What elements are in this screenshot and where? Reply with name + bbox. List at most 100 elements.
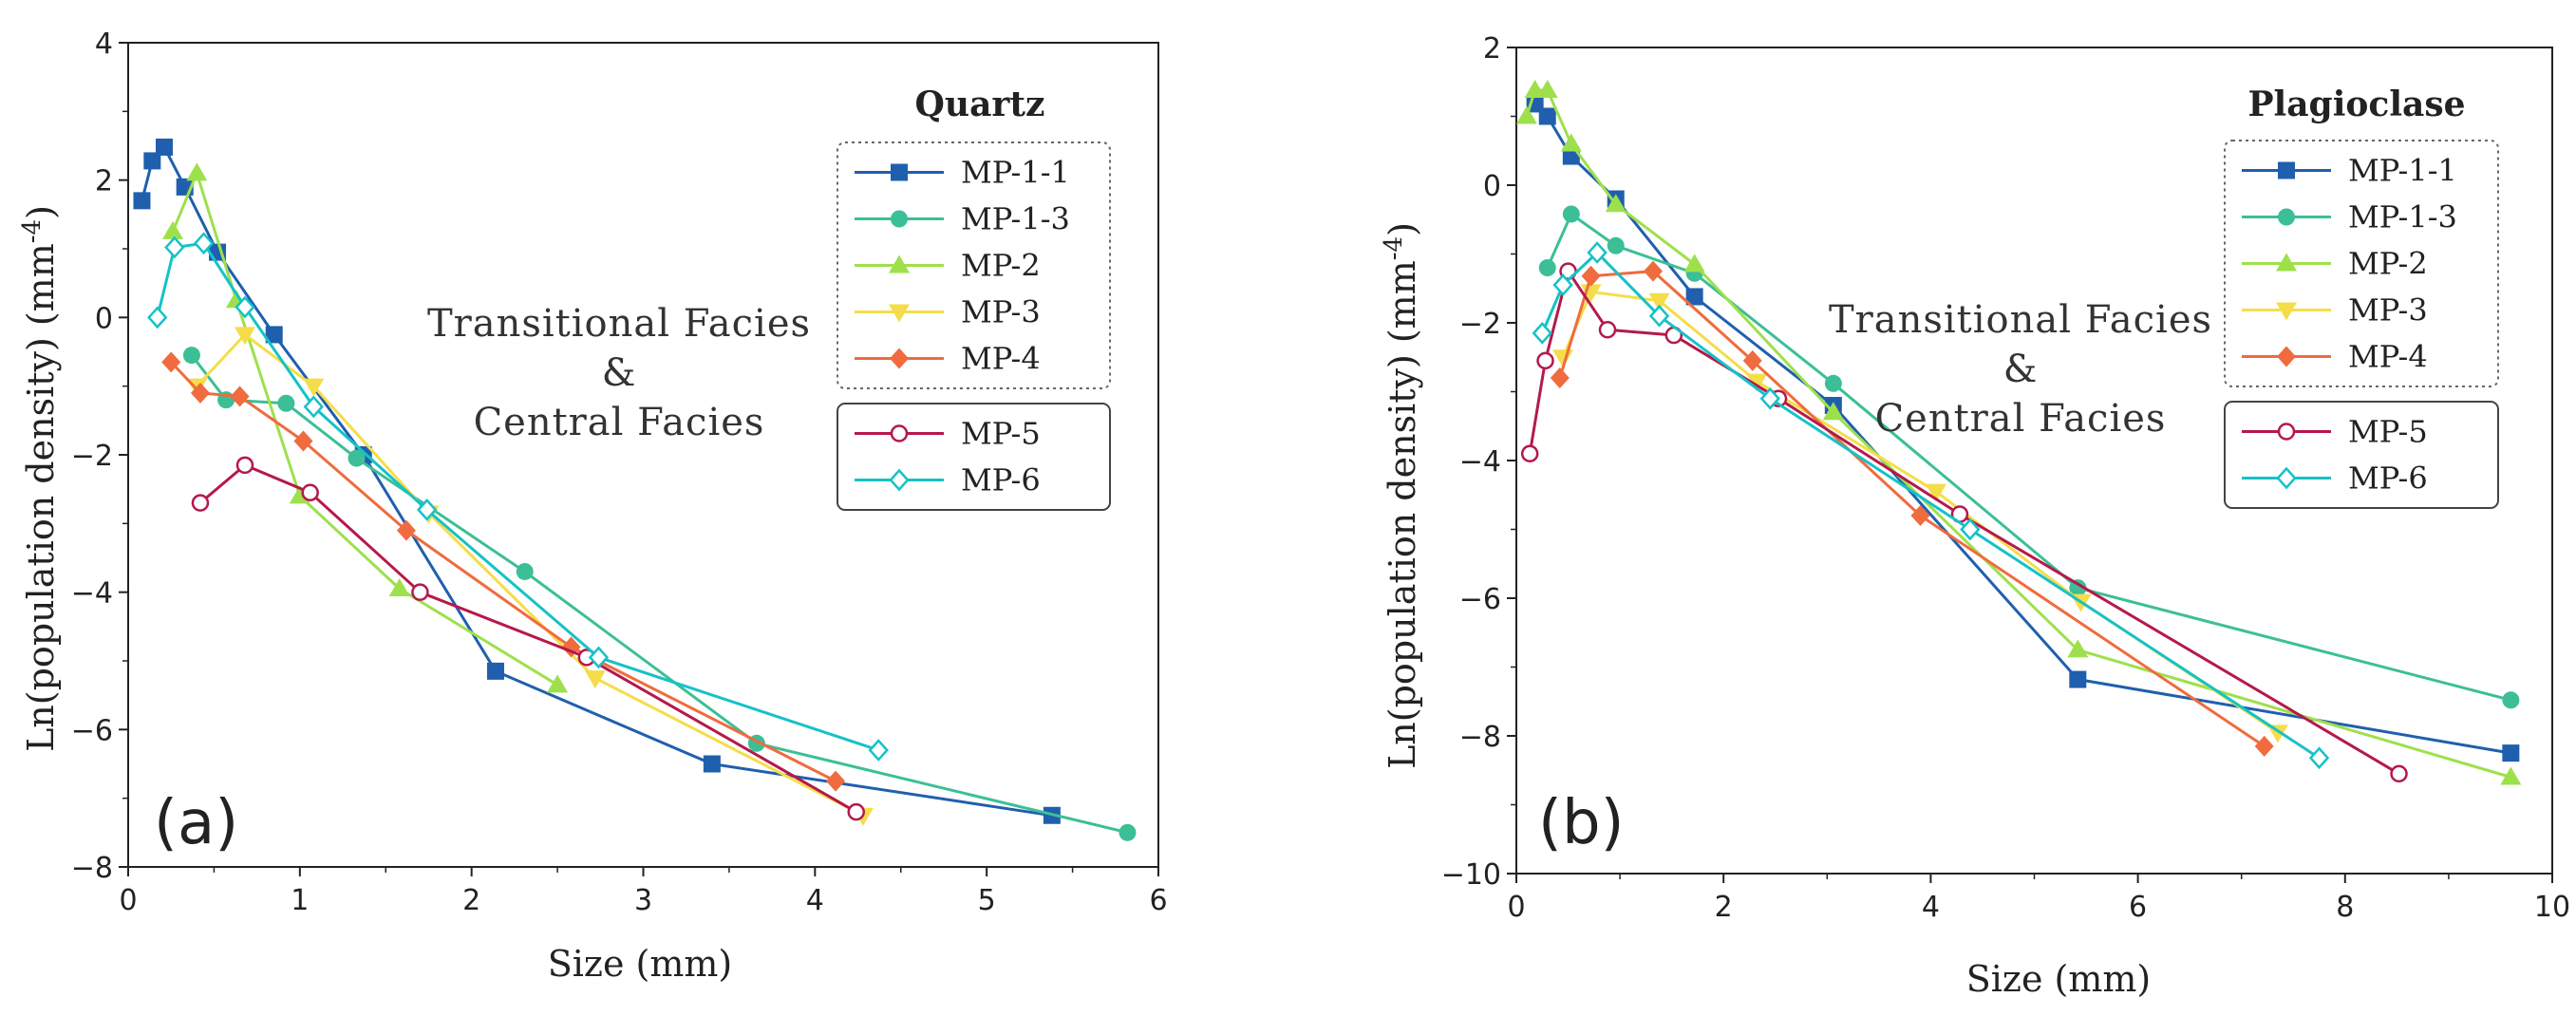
panel-b-data-point-mp-4 bbox=[1550, 367, 1570, 388]
panel-a-data-point-mp-2 bbox=[547, 674, 569, 693]
panel-b-legend-label: MP-2 bbox=[2348, 246, 2428, 282]
panel-a-legend-item-mp-4: MP-4 bbox=[855, 341, 1041, 377]
panel-a-y-axis-title-sup: -4 bbox=[18, 219, 47, 243]
panel-a-legend-swatch-marker bbox=[891, 163, 908, 181]
panel-b-data-point-mp-2 bbox=[1683, 254, 1705, 273]
panel-b-x-tick-label: 4 bbox=[1922, 891, 1940, 924]
panel-b-data-point-mp-3 bbox=[1925, 483, 1946, 502]
panel-a-legend-label: MP-1-3 bbox=[961, 201, 1070, 237]
panel-b-data-point-mp-1-1 bbox=[2502, 744, 2520, 762]
panel-b-legend-item-mp-4: MP-4 bbox=[2242, 339, 2428, 375]
panel-a-legend-label: MP-6 bbox=[961, 462, 1041, 499]
panel-a-y-axis-title-close: ) bbox=[20, 205, 62, 219]
panel-b-data-point-mp-4 bbox=[1581, 265, 1601, 287]
panel-a-data-point-mp-1-3 bbox=[1119, 823, 1137, 841]
panel-b-legend-swatch-marker bbox=[2278, 161, 2295, 179]
panel-b-y-tick-label: −10 bbox=[1441, 858, 1501, 892]
panel-a-x-tick-label: 0 bbox=[119, 884, 137, 917]
panel-a-plot-layer: 0 1 2 3 4 5 6−8−6−4−2024MP-1-1MP-1-3MP-2MP-3MP… bbox=[71, 28, 1168, 917]
panel-a-legend-swatch-marker bbox=[890, 348, 909, 369]
panel-b-data-point-mp-6 bbox=[1960, 517, 1981, 541]
panel-b-data-point-mp-1-3 bbox=[1824, 374, 1842, 392]
panel-b-data-point-mp-5 bbox=[1598, 321, 1617, 339]
panel-b-series-mp-2 bbox=[1515, 79, 2522, 785]
panel-a-data-point-mp-5 bbox=[411, 583, 429, 601]
panel-b-data-point-mp-2 bbox=[1536, 79, 1558, 98]
panel-a-legend-item-mp-1-1: MP-1-1 bbox=[855, 155, 1070, 191]
panel-a-data-point-mp-1-1 bbox=[143, 152, 161, 170]
panel-b-data-point-mp-6 bbox=[1552, 273, 1573, 296]
panel-b-data-point-mp-6 bbox=[1532, 322, 1552, 345]
panel-a-data-point-mp-4 bbox=[293, 430, 313, 452]
panel-b-legend-item-mp-6: MP-6 bbox=[2242, 461, 2428, 497]
panel-a-x-tick-label: 5 bbox=[978, 884, 996, 917]
panel-b-legend-item-mp-2: MP-2 bbox=[2242, 246, 2428, 282]
panel-a-series-mp-6 bbox=[147, 232, 889, 762]
panel-b-x-axis-title: Size (mm) bbox=[1966, 958, 2152, 1000]
panel-a-legend-label: MP-2 bbox=[961, 248, 1041, 284]
panel-b-data-point-mp-1-3 bbox=[2502, 691, 2520, 709]
panel-b-data-point-mp-2 bbox=[1515, 105, 1537, 124]
panel-a-data-point-mp-5 bbox=[301, 483, 319, 502]
panel-b-data-point-mp-2 bbox=[2067, 639, 2089, 658]
panel-b-data-point-mp-1-1 bbox=[1538, 107, 1556, 125]
panel-b-annotation-line-1: Transitional Facies bbox=[1829, 298, 2212, 342]
panel-a-data-point-mp-1-1 bbox=[486, 662, 504, 680]
panel-b-legend-swatch-marker bbox=[2276, 466, 2297, 490]
panel-b-series-mp-4 bbox=[1550, 260, 2274, 757]
panel-b-y-tick-label: −6 bbox=[1459, 583, 1501, 616]
panel-a-data-point-mp-1-1 bbox=[265, 326, 283, 344]
panel-b-plagioclase-chart: 0 2 4 6 8 10 −10 −8 −6 −4 −2 0 2 MP-1-1 MP-1-3 MP-2 MP-3… bbox=[1380, 32, 2570, 1000]
panel-b-legend-swatch-marker bbox=[2277, 423, 2296, 441]
panel-a-legend-label: MP-4 bbox=[961, 341, 1041, 377]
panel-a-data-point-mp-4 bbox=[161, 351, 181, 373]
panel-a-legend-item-mp-1-3: MP-1-3 bbox=[855, 201, 1070, 237]
panel-b-y-tick-label: −8 bbox=[1459, 721, 1501, 754]
panel-a-legend-label: MP-3 bbox=[961, 294, 1041, 330]
panel-b-series-line-mp-5 bbox=[1528, 270, 2400, 776]
panel-b-data-point-mp-6 bbox=[1759, 386, 1780, 410]
panel-a-data-point-mp-5 bbox=[847, 802, 865, 821]
panel-a-data-point-mp-4 bbox=[826, 770, 846, 792]
panel-b-title: Plagioclase bbox=[2247, 85, 2465, 124]
panel-b-legend-item-mp-1-3: MP-1-3 bbox=[2242, 199, 2457, 235]
panel-b-data-point-mp-1-1 bbox=[1685, 288, 1703, 306]
panel-a-legend-box-1 bbox=[837, 141, 1111, 389]
panel-a-annotation-line-3: Central Facies bbox=[474, 401, 765, 444]
panel-b-x-tick-label: 2 bbox=[1715, 891, 1733, 924]
panel-a-data-point-mp-3 bbox=[234, 327, 255, 346]
panel-b-x-tick-label: 0 bbox=[1507, 891, 1525, 924]
panel-a-y-tick-label: 0 bbox=[95, 302, 113, 335]
panel-b-data-point-mp-4 bbox=[1742, 349, 1762, 371]
panel-a-label: (a) bbox=[154, 788, 238, 858]
panel-a-data-point-mp-3 bbox=[303, 378, 325, 397]
panel-a-data-point-mp-6 bbox=[235, 295, 255, 319]
panel-b-legend-label: MP-1-1 bbox=[2348, 153, 2457, 189]
panel-b-data-point-mp-3 bbox=[1746, 373, 1768, 392]
panel-a-data-point-mp-1-3 bbox=[516, 562, 534, 580]
panel-a-data-point-mp-1-3 bbox=[348, 449, 366, 467]
panel-a-legend-swatch-marker bbox=[889, 468, 910, 492]
panel-a-legend: MP-1-1 MP-1-3 MP-2 MP-3 MP-4 MP-5 MP-6 bbox=[837, 141, 1111, 511]
panel-b-x-tick-label: 10 bbox=[2534, 891, 2570, 924]
panel-a-data-point-mp-4 bbox=[190, 382, 210, 404]
panel-a-data-point-mp-6 bbox=[303, 395, 324, 419]
panel-b-data-point-mp-6 bbox=[2308, 746, 2330, 770]
panel-a-y-tick-label: −4 bbox=[71, 577, 113, 611]
panel-a-data-point-mp-1-1 bbox=[155, 138, 173, 156]
panel-a-data-point-mp-5 bbox=[191, 494, 210, 512]
panel-a-annotation-line-1: Transitional Facies bbox=[427, 302, 811, 346]
panel-a-data-point-mp-2 bbox=[388, 578, 410, 597]
panel-b-data-point-mp-1-3 bbox=[1607, 236, 1625, 254]
panel-a-data-point-mp-6 bbox=[147, 306, 168, 329]
panel-a-legend-label: MP-5 bbox=[961, 416, 1041, 452]
panel-b-data-point-mp-1-3 bbox=[1562, 205, 1580, 223]
panel-a-x-tick-label: 1 bbox=[291, 884, 309, 917]
panel-b-data-point-mp-4 bbox=[1910, 505, 1930, 526]
panel-b-data-point-mp-3 bbox=[2266, 724, 2288, 743]
panel-a-series-line-mp-2 bbox=[171, 171, 558, 687]
panel-b-y-axis-title: Ln(population density) (mm-4) bbox=[1380, 222, 1423, 769]
panel-a-series-mp-2 bbox=[162, 162, 569, 693]
panel-b-legend-swatch-marker bbox=[2276, 302, 2297, 321]
